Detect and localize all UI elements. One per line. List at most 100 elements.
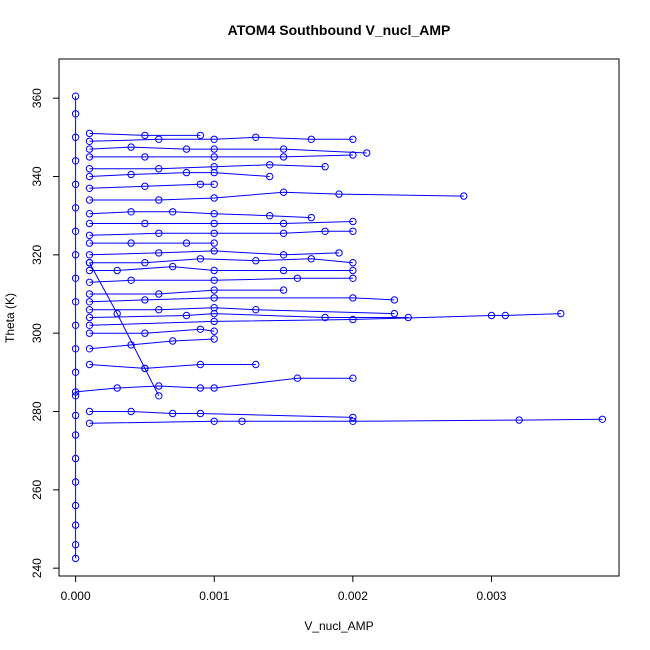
data-point xyxy=(71,157,80,165)
data-point xyxy=(85,306,94,314)
data-point xyxy=(321,313,329,322)
data-point xyxy=(210,194,218,202)
data-point xyxy=(349,417,357,425)
data-point xyxy=(266,172,274,181)
data-point xyxy=(210,153,218,161)
data-point xyxy=(141,182,149,191)
x-axis: 0.000 0.001 0.002 0.003 xyxy=(61,575,507,603)
series-line xyxy=(89,313,561,326)
x-tick-label: 0.002 xyxy=(338,589,368,603)
data-point xyxy=(71,251,80,259)
data-point xyxy=(210,180,218,189)
series-profile xyxy=(85,304,399,318)
data-point xyxy=(141,329,149,337)
y-tick-label: 240 xyxy=(30,558,44,578)
series-line xyxy=(89,258,353,264)
data-point xyxy=(210,286,218,294)
data-point xyxy=(71,133,80,142)
data-point xyxy=(210,304,218,312)
data-point xyxy=(155,229,163,238)
data-point xyxy=(71,180,80,189)
data-point xyxy=(196,255,205,263)
series-line xyxy=(89,297,395,303)
series-line xyxy=(89,289,284,295)
data-point xyxy=(71,368,80,376)
data-point xyxy=(155,135,163,144)
data-point xyxy=(487,311,496,320)
data-point xyxy=(349,294,357,302)
series-line xyxy=(89,146,367,154)
series-profile xyxy=(85,407,357,422)
series-line xyxy=(89,277,353,283)
data-point xyxy=(515,416,523,424)
data-point xyxy=(279,229,288,238)
data-point xyxy=(85,313,94,322)
data-point xyxy=(210,229,218,238)
data-point xyxy=(335,249,343,257)
series-profile xyxy=(85,180,218,193)
series-profile xyxy=(85,143,371,157)
series-profile xyxy=(85,259,163,400)
data-point xyxy=(85,153,94,161)
data-point xyxy=(196,131,205,140)
series-profile xyxy=(85,208,315,222)
series-profile xyxy=(85,133,357,146)
series-profile xyxy=(85,255,357,267)
series-profile xyxy=(85,217,357,228)
data-point xyxy=(85,137,94,146)
data-point xyxy=(85,345,94,353)
y-tick-label: 280 xyxy=(30,401,44,421)
data-point xyxy=(210,327,218,335)
data-point xyxy=(85,184,94,193)
data-point xyxy=(141,259,149,267)
data-point xyxy=(182,168,191,177)
data-point xyxy=(196,325,205,333)
data-point xyxy=(210,247,218,255)
data-point xyxy=(85,219,94,228)
series-line xyxy=(75,377,353,393)
data-point xyxy=(196,409,205,418)
data-point xyxy=(210,317,218,326)
data-point xyxy=(307,135,315,144)
data-point xyxy=(210,417,218,425)
data-point xyxy=(85,196,94,204)
data-point xyxy=(155,306,163,314)
data-point xyxy=(390,296,399,304)
series-profile xyxy=(85,294,399,306)
data-point xyxy=(321,227,329,236)
y-tick-label: 300 xyxy=(30,323,44,343)
data-point xyxy=(210,335,218,343)
data-point xyxy=(71,204,80,212)
data-point xyxy=(71,392,80,400)
data-point xyxy=(279,219,288,228)
data-point xyxy=(321,163,329,171)
data-point xyxy=(71,454,80,463)
x-tick-label: 0.001 xyxy=(199,589,229,603)
data-point xyxy=(85,231,94,240)
data-point xyxy=(127,276,135,284)
series-profile xyxy=(85,309,412,322)
data-point xyxy=(335,190,343,198)
series-line xyxy=(89,211,312,219)
data-point xyxy=(252,360,260,369)
data-point xyxy=(71,411,80,420)
data-point xyxy=(155,249,163,257)
data-point xyxy=(390,309,399,318)
data-point xyxy=(349,217,357,226)
series-line xyxy=(89,262,160,397)
data-point xyxy=(182,239,191,247)
data-point xyxy=(349,274,357,282)
series-line xyxy=(89,183,215,189)
data-point xyxy=(127,143,135,151)
series-line xyxy=(89,328,215,334)
series-line xyxy=(89,266,353,271)
x-tick-label: 0.000 xyxy=(61,589,91,603)
data-point xyxy=(71,501,80,510)
data-point xyxy=(71,274,80,282)
y-tick-label: 340 xyxy=(30,166,44,186)
data-point xyxy=(349,266,357,275)
series-profile xyxy=(85,129,205,140)
series-profile xyxy=(85,274,357,286)
data-point xyxy=(71,541,80,549)
data-point xyxy=(85,419,94,427)
